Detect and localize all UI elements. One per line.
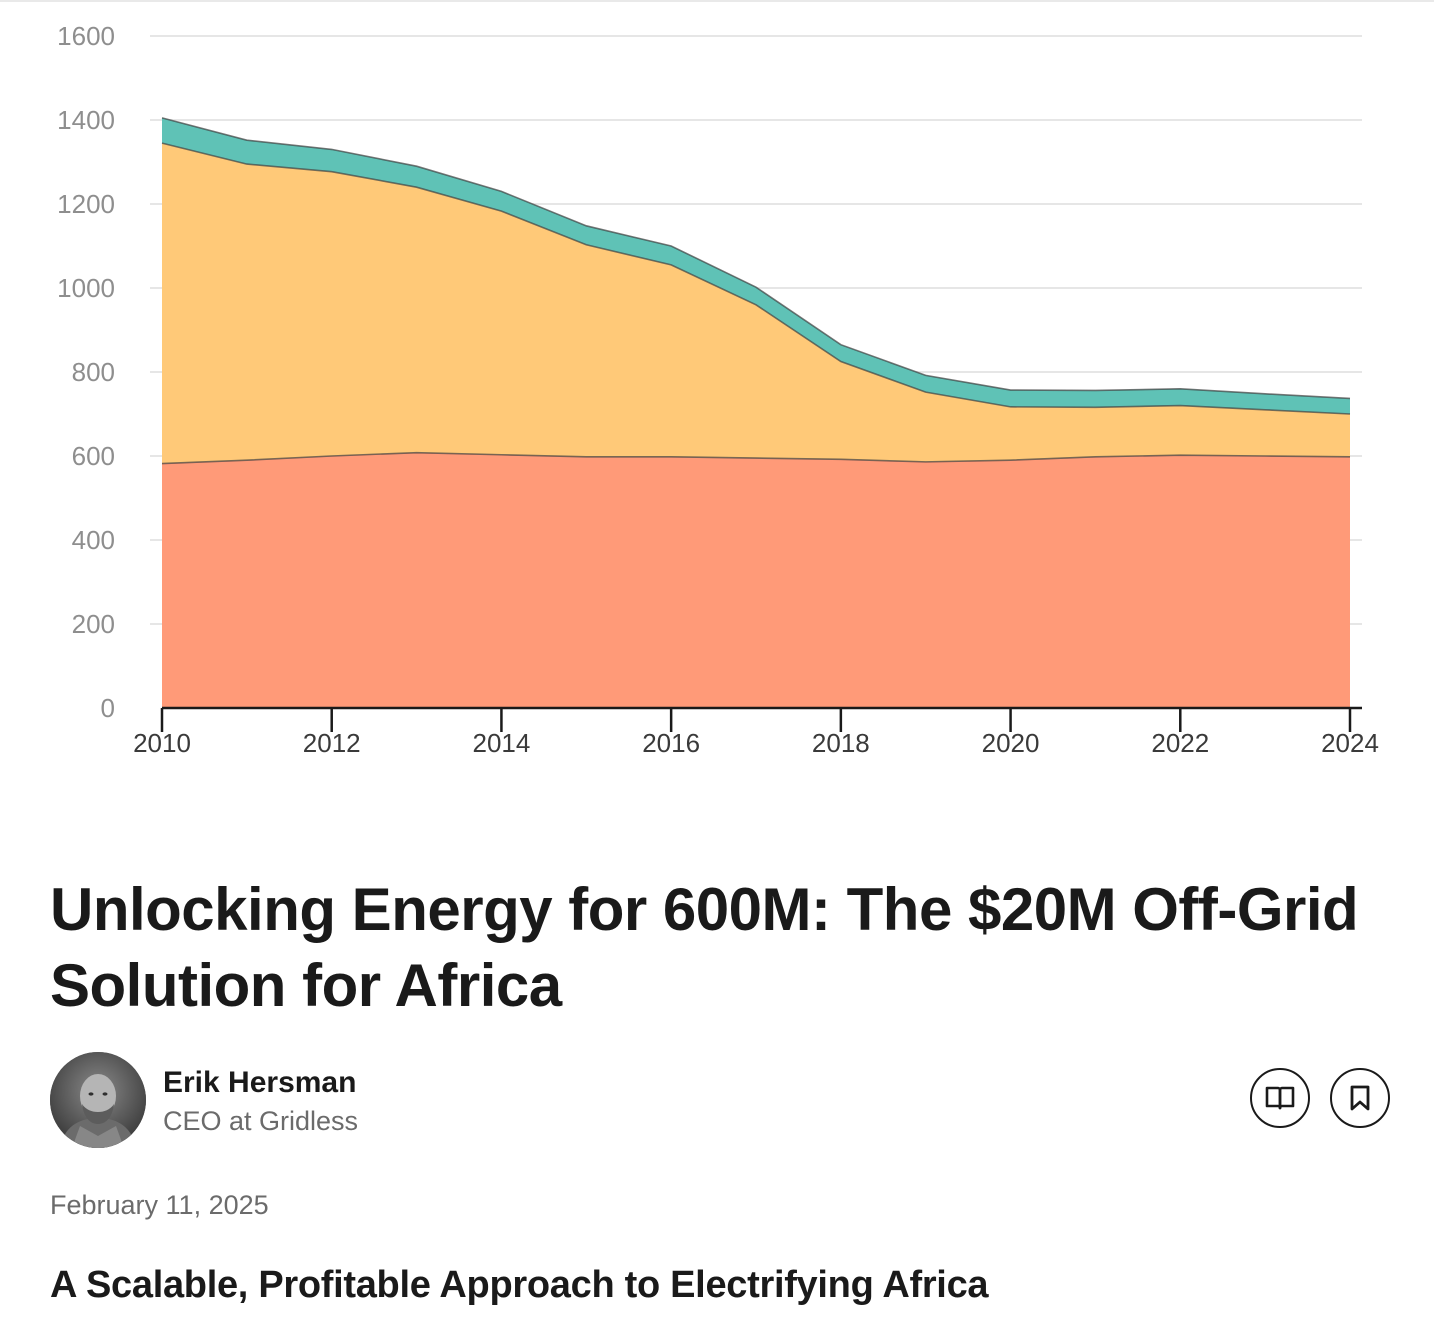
bookmark-button[interactable] [1330, 1068, 1390, 1128]
author-name[interactable]: Erik Hersman [163, 1066, 357, 1099]
author-role: CEO at Gridless [163, 1106, 359, 1136]
x-tick-labels: 2010 2012 2014 2016 2018 2020 2022 2024 [133, 728, 1379, 758]
boundary-line-bottom [161, 451, 1351, 465]
area-series-bottom [162, 452, 1350, 708]
bookmark-icon [1350, 1085, 1370, 1111]
y-tick-label-0: 0 [101, 693, 115, 723]
publish-date: February 11, 2025 [50, 1190, 269, 1220]
x-tick-label-2018: 2018 [812, 728, 870, 758]
boundary-line-middle [161, 142, 1351, 415]
area-series-middle [162, 143, 1350, 464]
area-series-top [162, 117, 1350, 415]
boundary-line-top [161, 117, 1351, 400]
y-tick-label-1600: 1600 [57, 21, 115, 51]
y-tick-label-1000: 1000 [57, 273, 115, 303]
top-divider [0, 0, 1434, 2]
y-tick-label-200: 200 [72, 609, 115, 639]
chart-axes [160, 706, 1362, 732]
x-tick-label-2022: 2022 [1151, 728, 1209, 758]
x-tick-label-2016: 2016 [642, 728, 700, 758]
y-tick-label-400: 400 [72, 525, 115, 555]
y-tick-label-600: 600 [72, 441, 115, 471]
article-title: Unlocking Energy for 600M: The $20M Off-… [50, 876, 1359, 1019]
open-book-icon [1265, 1086, 1295, 1110]
article-subtitle: A Scalable, Profitable Approach to Elect… [50, 1264, 989, 1306]
x-tick-label-2024: 2024 [1321, 728, 1379, 758]
x-tick-label-2012: 2012 [303, 728, 361, 758]
y-tick-label-1400: 1400 [57, 105, 115, 135]
y-tick-labels: 0 200 400 600 800 1000 1200 1400 1600 [57, 21, 115, 723]
chart-boundary-lines [161, 117, 1351, 465]
y-tick-label-800: 800 [72, 357, 115, 387]
author-avatar[interactable] [50, 1052, 146, 1148]
x-tick-label-2020: 2020 [982, 728, 1040, 758]
x-tick-label-2010: 2010 [133, 728, 191, 758]
author-row: Erik Hersman CEO at Gridless [50, 1052, 1394, 1150]
chart-areas [162, 117, 1350, 708]
y-tick-label-1200: 1200 [57, 189, 115, 219]
read-button[interactable] [1250, 1068, 1310, 1128]
x-tick-label-2014: 2014 [473, 728, 531, 758]
